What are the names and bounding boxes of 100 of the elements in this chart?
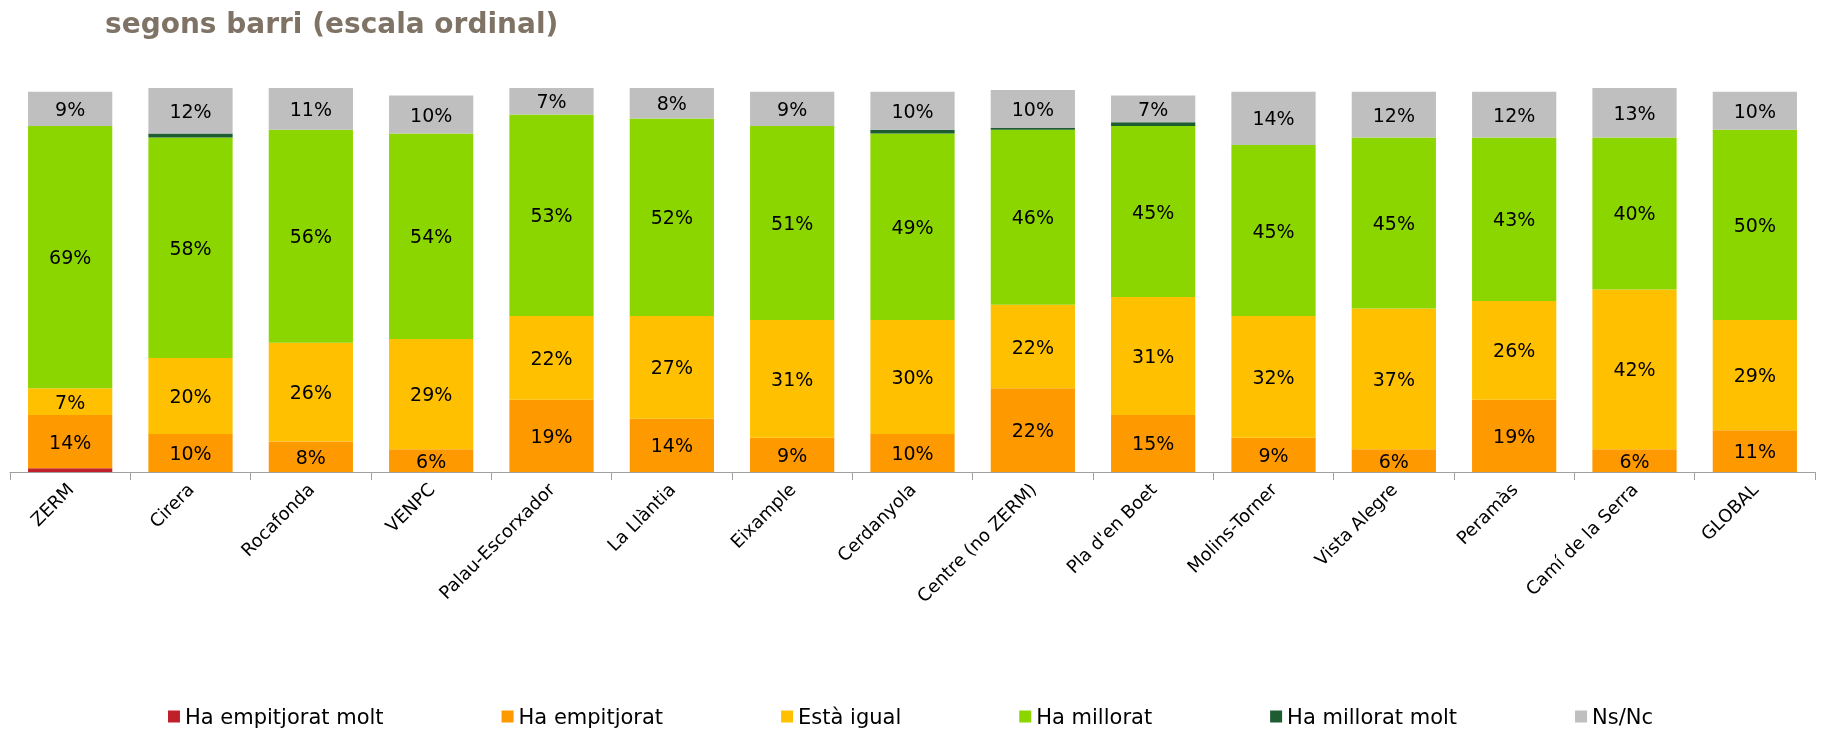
bar [389,338,474,450]
bar [509,399,594,472]
bar [870,129,955,134]
bar [28,468,113,472]
bar [1712,91,1797,130]
bar [268,88,353,130]
data-label: 10% [891,99,934,122]
data-label: 54% [410,225,453,248]
data-label: 46% [1011,206,1054,229]
bar [1472,300,1557,400]
bar [750,126,835,320]
bar [1712,319,1797,431]
data-label: 27% [650,356,693,379]
data-label: 29% [410,383,453,406]
data-label: 14% [650,434,693,457]
bar [389,95,474,134]
data-label: 9% [777,97,808,120]
bar [990,304,1075,389]
bar [1231,91,1316,146]
bar [750,91,835,127]
data-label: 10% [1733,99,1776,122]
data-label: 45% [1132,200,1175,223]
bar [1712,129,1797,320]
bar [1111,297,1196,415]
data-label: 37% [1372,367,1415,390]
data-label: 6% [1619,449,1650,472]
data-label: 12% [169,99,212,122]
data-label: 10% [410,103,453,126]
data-label: 22% [530,346,573,369]
data-label: 8% [656,92,687,115]
data-label: 9% [1258,443,1289,466]
bar [1472,399,1557,472]
data-label: 7% [55,390,86,413]
bar [1592,88,1677,138]
data-label: 26% [289,381,332,404]
data-label: 15% [1132,432,1175,455]
data-label: 19% [530,424,573,447]
data-label: 22% [1011,419,1054,442]
legend-label: Ha millorat [1036,704,1153,729]
data-label: 9% [777,443,808,466]
data-label: 43% [1493,208,1536,231]
bar [750,319,835,438]
data-label: 10% [169,441,212,464]
bar [629,316,714,419]
bar [28,126,113,389]
bar [268,342,353,442]
bar [1592,289,1677,450]
data-label: 6% [1378,449,1409,472]
data-label: 26% [1493,339,1536,362]
bar [1111,122,1196,127]
data-label: 45% [1252,219,1295,242]
legend-label: Està igual [798,704,902,729]
bar [1111,414,1196,472]
bar [28,91,113,127]
data-label: 58% [169,236,212,259]
bar [148,433,233,472]
bar [990,129,1075,305]
data-label: 12% [1372,103,1415,126]
legend-label: Ns/Nc [1592,704,1654,729]
chart-title: segons barri (escala ordinal) [105,6,559,40]
data-label: 22% [1011,335,1054,358]
bar [268,129,353,343]
bar [1592,137,1677,290]
data-label: 32% [1252,365,1295,388]
data-label: 10% [891,441,934,464]
data-label: 29% [1733,364,1776,387]
legend-label: Ha millorat molt [1287,704,1458,729]
data-label: 31% [771,367,814,390]
data-label: 52% [650,206,693,229]
bar [509,316,594,400]
bar [28,388,113,415]
bar [870,133,955,320]
bar [148,137,233,358]
bar [148,357,233,434]
data-label: 56% [289,225,332,248]
data-label: 12% [1493,103,1536,126]
bar [509,88,594,115]
bar [1472,91,1557,138]
bar [990,89,1075,128]
bar [870,319,955,434]
bar [1351,137,1436,309]
bar [509,114,594,317]
bar [1351,91,1436,138]
data-label: 14% [1252,107,1295,130]
data-label: 11% [289,97,332,120]
bar [629,418,714,472]
data-label: 13% [1613,101,1656,124]
bar [1712,430,1797,472]
legend-label: Ha empitjorat molt [184,704,384,729]
data-label: 49% [891,215,934,238]
data-label: 50% [1733,213,1776,236]
bar [148,88,233,134]
data-label: 8% [295,445,326,468]
data-label: 6% [416,449,447,472]
data-label: 7% [1138,97,1169,120]
data-label: 19% [1493,424,1536,447]
data-label: 7% [536,90,567,113]
data-label: 11% [1733,440,1776,463]
bar [1472,137,1557,301]
data-label: 45% [1372,211,1415,234]
